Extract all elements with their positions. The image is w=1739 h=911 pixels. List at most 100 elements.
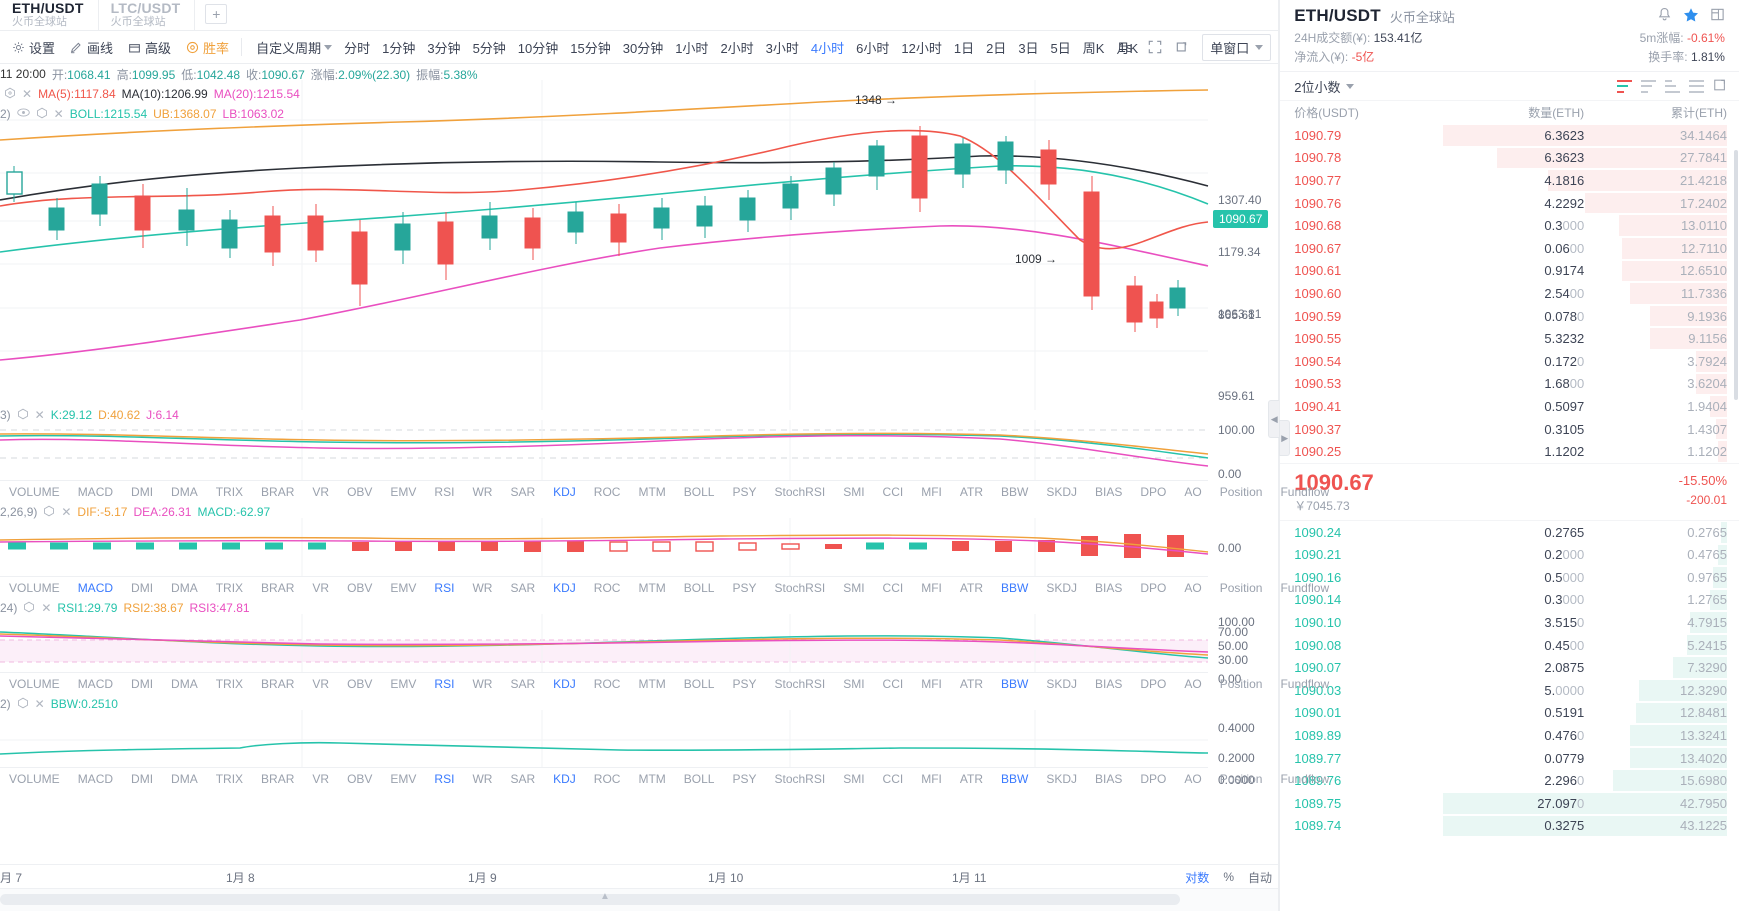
ind-tab-ao[interactable]: AO (1184, 772, 1202, 786)
ind-tab-mfi[interactable]: MFI (921, 677, 942, 691)
ind-tab-roc[interactable]: ROC (593, 581, 621, 595)
depth-row[interactable]: 1090.77 4.1816 21.4218 (1280, 169, 1739, 192)
depth-row[interactable]: 1090.54 0.1720 3.7924 (1280, 350, 1739, 373)
depth-row[interactable]: 1090.16 0.5000 0.9765 (1280, 566, 1739, 589)
ind-tab-skdj[interactable]: SKDJ (1046, 677, 1078, 691)
ind-tab-cci[interactable]: CCI (882, 485, 904, 499)
depth-mode-asks-icon[interactable] (1641, 79, 1656, 93)
period-week[interactable]: 周K (1082, 40, 1105, 56)
ind-tab-dma[interactable]: DMA (171, 772, 198, 786)
ind-tab-mtm[interactable]: MTM (638, 772, 666, 786)
depth-row[interactable]: 1090.24 0.2765 0.2765 (1280, 521, 1739, 544)
report-icon[interactable] (1710, 7, 1725, 25)
ind-tab-ao[interactable]: AO (1184, 581, 1202, 595)
ind-tab-dpo[interactable]: DPO (1140, 485, 1167, 499)
ind-tab-vr[interactable]: VR (312, 485, 330, 499)
panel-scrollbar-thumb[interactable] (1734, 150, 1738, 400)
ind-tab-trix[interactable]: TRIX (215, 581, 244, 595)
period-5m[interactable]: 5分钟 (472, 40, 506, 56)
ind-tab-stochrsi[interactable]: StochRSI (774, 581, 826, 595)
ind-tab-smi[interactable]: SMI (843, 677, 865, 691)
ind-tab-mtm[interactable]: MTM (638, 581, 666, 595)
ind-tab-skdj[interactable]: SKDJ (1046, 772, 1078, 786)
ind-tab-sar[interactable]: SAR (510, 772, 536, 786)
fullscreen-icon[interactable] (1146, 38, 1164, 56)
depth-mode-both-icon[interactable] (1617, 79, 1632, 93)
ind-tab-dpo[interactable]: DPO (1140, 677, 1167, 691)
settings-button[interactable]: 设置 (6, 35, 61, 60)
ind-tab-fundflow[interactable]: Fundflow (1280, 677, 1330, 691)
ind-tab-sar[interactable]: SAR (510, 677, 536, 691)
symbol-tab-ltc-usdt[interactable]: LTC/USDT 火币全球站 (99, 0, 196, 30)
period-2d[interactable]: 2日 (986, 40, 1007, 56)
ind-tab-dma[interactable]: DMA (171, 581, 198, 595)
ind-tab-sar[interactable]: SAR (510, 485, 536, 499)
ind-tab-kdj[interactable]: KDJ (553, 772, 576, 786)
custom-period-dropdown[interactable]: 自定义周期 (250, 35, 338, 60)
ind-tab-atr[interactable]: ATR (959, 677, 983, 691)
ind-tab-position[interactable]: Position (1219, 772, 1263, 786)
refresh-interval-button[interactable]: 1s (1118, 39, 1133, 55)
depth-row[interactable]: 1090.08 0.4500 5.2415 (1280, 634, 1739, 657)
ind-tab-mfi[interactable]: MFI (921, 581, 942, 595)
winrate-button[interactable]: 胜率 (180, 35, 235, 60)
period-10m[interactable]: 10分钟 (517, 40, 559, 56)
depth-row[interactable]: 1090.25 1.1202 1.1202 (1280, 440, 1739, 463)
ind-tab-smi[interactable]: SMI (843, 485, 865, 499)
ind-tab-psy[interactable]: PSY (732, 772, 757, 786)
ind-tab-fundflow[interactable]: Fundflow (1280, 772, 1330, 786)
ind-tab-bbw[interactable]: BBW (1001, 581, 1029, 595)
ind-tab-bias[interactable]: BIAS (1095, 772, 1123, 786)
star-icon[interactable] (1683, 7, 1699, 26)
depth-expand-icon[interactable] (1713, 78, 1727, 95)
boll-eye-icon[interactable] (16, 107, 30, 121)
ind-tab-dma[interactable]: DMA (171, 485, 198, 499)
ind-tab-dpo[interactable]: DPO (1140, 772, 1167, 786)
ind-tab-obv[interactable]: OBV (347, 581, 373, 595)
ind-tab-trix[interactable]: TRIX (215, 772, 244, 786)
ind-tab-cci[interactable]: CCI (882, 772, 904, 786)
ind-tab-atr[interactable]: ATR (959, 485, 983, 499)
auto-scale-button[interactable]: 自动 (1247, 870, 1272, 885)
depth-row[interactable]: 1089.89 0.4760 13.3241 (1280, 724, 1739, 747)
chart-collapse-handle[interactable]: ◀ (1268, 400, 1280, 438)
ind-tab-ao[interactable]: AO (1184, 677, 1202, 691)
ind-tab-skdj[interactable]: SKDJ (1046, 485, 1078, 499)
period-5d[interactable]: 5日 (1050, 40, 1071, 56)
period-1d[interactable]: 1日 (953, 40, 975, 56)
period-3h[interactable]: 3小时 (765, 40, 799, 56)
window-mode-dropdown[interactable]: 单窗口 (1202, 33, 1272, 61)
depth-row[interactable]: 1090.53 1.6800 3.6204 (1280, 373, 1739, 396)
ind-tab-dmi[interactable]: DMI (131, 485, 154, 499)
ind-tab-macd[interactable]: MACD (77, 772, 114, 786)
ind-tab-macd[interactable]: MACD (77, 485, 114, 499)
ind-tab-trix[interactable]: TRIX (215, 677, 244, 691)
depth-row[interactable]: 1090.79 6.3623 34.1464 (1280, 124, 1739, 147)
ind-tab-emv[interactable]: EMV (390, 772, 417, 786)
ma-settings-icon[interactable] (4, 87, 16, 102)
kdj-settings-icon[interactable] (17, 408, 29, 423)
scrollbar-grip-icon[interactable]: ▲ (600, 891, 610, 902)
ind-tab-boll[interactable]: BOLL (683, 677, 715, 691)
ind-tab-psy[interactable]: PSY (732, 485, 757, 499)
rsi-settings-icon[interactable] (23, 601, 35, 616)
depth-row[interactable]: 1090.61 0.9174 12.6510 (1280, 260, 1739, 283)
ind-tab-sar[interactable]: SAR (510, 581, 536, 595)
scrollbar-thumb[interactable] (0, 894, 1180, 905)
ind-tab-trix[interactable]: TRIX (215, 485, 244, 499)
ind-tab-emv[interactable]: EMV (390, 485, 417, 499)
macd-pane[interactable]: 0.00 (0, 518, 1279, 576)
panel-collapse-handle[interactable]: ▶ (1279, 420, 1291, 456)
period-6h[interactable]: 6小时 (856, 40, 890, 56)
panel-scrollbar[interactable] (1733, 0, 1739, 911)
ind-tab-volume[interactable]: VOLUME (9, 677, 60, 691)
depth-row[interactable]: 1089.74 0.3275 43.1225 (1280, 815, 1739, 838)
bbw-settings-icon[interactable] (17, 697, 29, 712)
ind-tab-ao[interactable]: AO (1184, 485, 1202, 499)
period-2h[interactable]: 2小时 (720, 40, 754, 56)
ind-tab-obv[interactable]: OBV (347, 677, 373, 691)
period-1h[interactable]: 1小时 (675, 40, 709, 56)
ind-tab-bias[interactable]: BIAS (1095, 677, 1123, 691)
kdj-close-icon[interactable]: ✕ (34, 408, 45, 422)
ind-tab-atr[interactable]: ATR (959, 581, 983, 595)
